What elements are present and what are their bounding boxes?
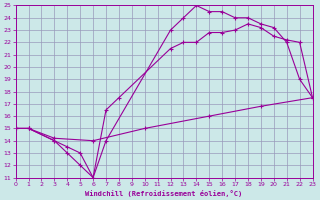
X-axis label: Windchill (Refroidissement éolien,°C): Windchill (Refroidissement éolien,°C) <box>85 190 243 197</box>
